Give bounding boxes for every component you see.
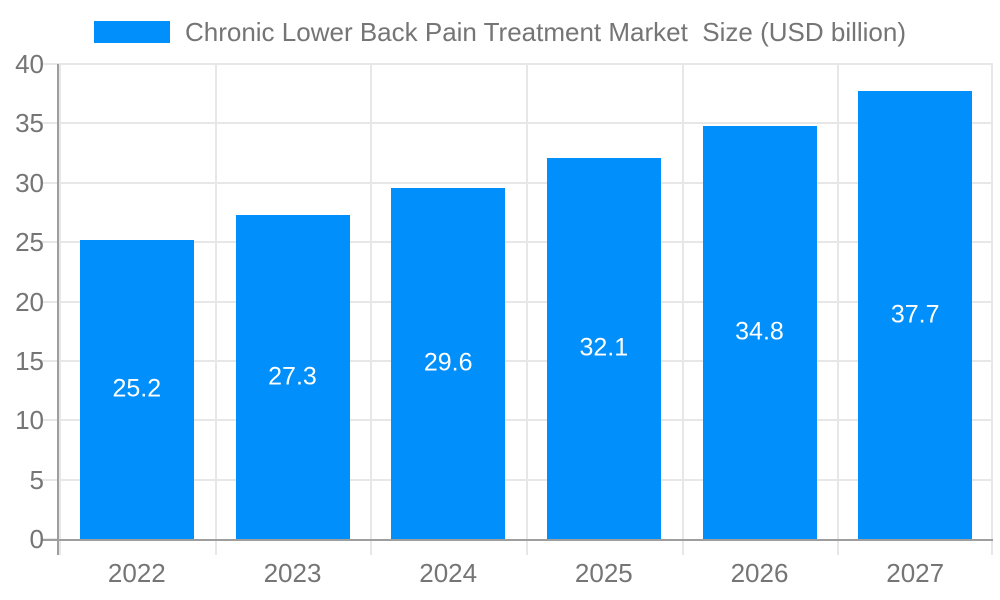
y-axis-tick	[41, 359, 59, 362]
bar-value-label: 29.6	[423, 348, 473, 377]
bar-2027[interactable]: 37.7	[858, 91, 973, 539]
y-axis-tick-label: 10	[15, 405, 44, 436]
bar-value-label: 34.8	[735, 317, 784, 346]
gridline-vertical	[682, 64, 684, 539]
bar-2024[interactable]: 29.6	[391, 187, 506, 539]
x-axis-tick-label: 2026	[730, 558, 789, 588]
y-axis-tick-label: 0	[29, 524, 44, 554]
bar-2023[interactable]: 27.3	[235, 214, 350, 539]
gridline-vertical	[526, 64, 528, 539]
x-axis-tick	[837, 539, 839, 555]
x-axis-tick	[526, 539, 528, 555]
chart-legend[interactable]: Chronic Lower Back Pain Treatment Market…	[0, 19, 1000, 45]
y-axis-tick-label: 30	[15, 167, 44, 198]
chart-title: Chronic Lower Back Pain Treatment Market…	[184, 17, 907, 47]
x-axis-tick-label: 2022	[107, 558, 166, 588]
gridline-vertical	[59, 64, 61, 539]
x-axis-tick-label: 2027	[886, 558, 945, 588]
x-axis-tick	[59, 539, 61, 555]
y-axis-tick-label: 5	[29, 464, 44, 495]
bar-2022[interactable]: 25.2	[79, 239, 194, 539]
gridline-vertical	[837, 64, 839, 539]
y-axis-tick	[41, 63, 59, 65]
bar-2025[interactable]: 32.1	[546, 157, 661, 539]
y-axis-tick-label: 15	[15, 345, 44, 376]
x-axis-line	[41, 539, 993, 541]
gridline-vertical	[370, 64, 372, 539]
plot-area: 25.2 27.3 29.6 32.1 34.8 37.7	[41, 63, 993, 555]
x-axis-tick	[215, 539, 217, 555]
y-axis-tick-label: 25	[15, 227, 44, 258]
x-axis-tick-label: 2025	[574, 558, 633, 588]
y-axis-tick-label: 20	[15, 286, 44, 317]
gridline-vertical	[215, 64, 217, 539]
y-axis-tick-label: 40	[15, 49, 44, 79]
x-axis-tick	[682, 539, 684, 555]
y-axis-tick	[41, 419, 59, 422]
y-axis-tick	[41, 300, 59, 303]
x-axis-tick	[370, 539, 372, 555]
bar-value-label: 27.3	[268, 362, 317, 391]
legend-swatch-icon	[93, 21, 170, 43]
x-axis-tick-label: 2023	[263, 558, 322, 588]
bar-2026[interactable]: 34.8	[702, 125, 817, 539]
y-axis-line	[57, 64, 59, 555]
x-axis-tick-label: 2024	[419, 558, 478, 588]
y-axis-tick	[41, 241, 59, 244]
gridline-vertical	[991, 64, 993, 539]
y-axis-tick	[41, 122, 59, 125]
x-axis-tick	[991, 539, 993, 555]
y-axis-tick	[41, 181, 59, 184]
y-axis-tick	[41, 478, 59, 481]
bar-value-label: 32.1	[579, 333, 629, 362]
bar-value-label: 25.2	[112, 374, 162, 403]
bar-value-label: 37.7	[890, 300, 940, 329]
y-axis-tick-label: 35	[15, 108, 44, 139]
